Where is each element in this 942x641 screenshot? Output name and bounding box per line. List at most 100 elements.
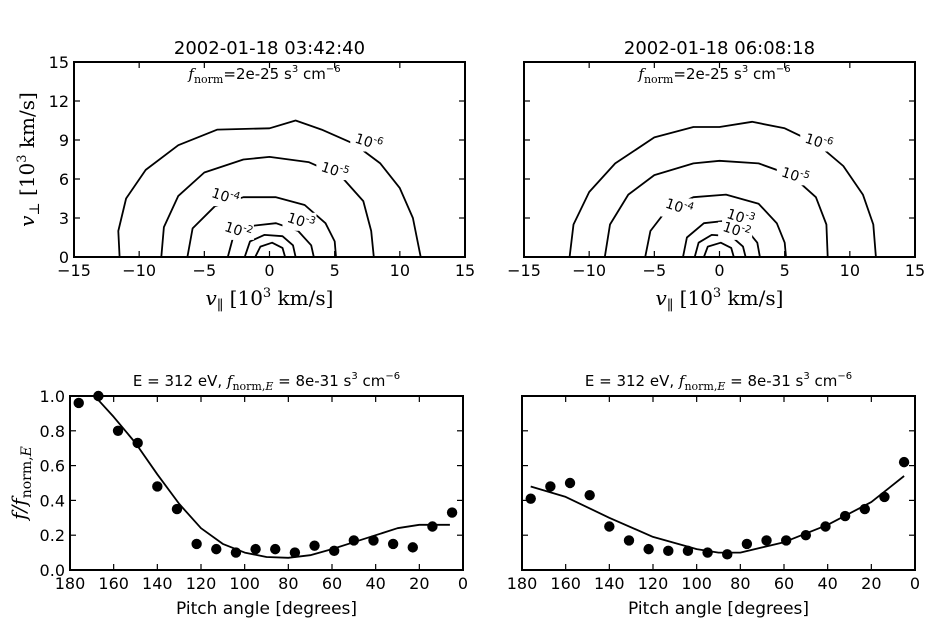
contour-label: 10-5	[319, 157, 351, 183]
contour-line	[160, 155, 375, 258]
chart-title: 2002-01-18 06:08:18	[624, 38, 815, 59]
plot-frame	[73, 61, 466, 258]
x-axis-label: v∥ [103 km/s]	[206, 286, 334, 314]
contour-label: 10-3	[285, 208, 317, 234]
data-point	[171, 503, 183, 515]
x-tick-label: −15	[57, 261, 91, 280]
data-point	[879, 491, 890, 503]
y-tick-label: 0.6	[40, 457, 65, 476]
x-tick-label: 0	[458, 574, 468, 593]
chart-title: 2002-01-18 03:42:40	[174, 38, 365, 59]
data-point	[741, 538, 753, 550]
contour-label-bg	[800, 133, 835, 152]
x-tick-label: 60	[322, 574, 342, 593]
x-tick-label: 0	[910, 574, 920, 593]
data-point	[761, 535, 772, 546]
contour-label: 10-4	[209, 183, 241, 209]
data-point	[289, 547, 301, 558]
contour-line	[243, 233, 297, 258]
x-axis-label: v∥ [103 km/s]	[656, 286, 784, 314]
x-axis-label: Pitch angle [degrees]	[176, 599, 357, 619]
contour-label: 10-2	[222, 217, 254, 243]
contour-line	[117, 119, 422, 258]
data-point	[643, 543, 654, 555]
data-point	[545, 481, 556, 492]
data-point	[270, 543, 281, 555]
y-axis-label: v⊥ [103 km/s]	[15, 92, 43, 227]
data-point	[604, 521, 615, 532]
fit-curve	[95, 397, 450, 559]
contour-line	[644, 193, 787, 258]
data-point	[368, 535, 379, 546]
y-axis-label: f/fnorm,E	[7, 446, 35, 522]
contour-label: 10-3	[725, 204, 757, 230]
x-tick-label: 40	[365, 574, 385, 593]
contour-label-bg	[776, 167, 811, 186]
chart-title: E = 312 eV, fnorm,E = 8e-31 s3 cm−6	[585, 371, 852, 393]
y-tick-label: 12	[49, 92, 69, 111]
data-point	[152, 481, 163, 492]
x-tick-label: 80	[730, 574, 750, 593]
data-point	[191, 538, 202, 550]
data-point	[525, 493, 536, 504]
data-point	[427, 521, 438, 532]
data-point	[564, 477, 576, 489]
x-tick-label: −5	[193, 261, 217, 280]
plot-frame	[69, 395, 464, 571]
y-tick-label: 3	[59, 209, 69, 228]
contour-label-bg	[660, 198, 695, 217]
x-tick-label: −5	[643, 261, 667, 280]
y-tick-label: 0	[59, 248, 69, 267]
x-tick-label: 100	[229, 574, 260, 593]
y-tick-label: 1.0	[40, 387, 65, 406]
x-tick-label: 80	[278, 574, 298, 593]
y-tick-label: 0.4	[40, 491, 65, 510]
y-tick-label: 15	[49, 53, 69, 72]
chart-panel-2: −15 −10 −5 0 5 10 15 2002-01-18 06:08:18 fnorm=2…	[507, 38, 925, 314]
contour-label: 10-2	[721, 217, 753, 243]
data-point	[702, 547, 713, 558]
x-tick-label: 120	[186, 574, 217, 593]
x-tick-label: 20	[409, 574, 429, 593]
x-tick-label: 160	[550, 574, 581, 593]
x-tick-label: 60	[774, 574, 794, 593]
data-point	[898, 456, 910, 468]
x-tick-label: 140	[594, 574, 625, 593]
contour-label-bg	[282, 212, 317, 231]
data-point	[584, 489, 595, 501]
data-point	[663, 545, 674, 557]
data-point	[73, 397, 84, 409]
x-tick-label: 15	[905, 261, 925, 280]
data-point	[623, 535, 635, 546]
x-tick-label: 100	[681, 574, 712, 593]
y-tick-label: 0.8	[40, 422, 65, 441]
plot-frame	[521, 395, 916, 571]
chart-title: E = 312 eV, fnorm,E = 8e-31 s3 cm−6	[133, 371, 400, 393]
x-tick-label: 180	[55, 574, 86, 593]
x-tick-label: 40	[817, 574, 837, 593]
data-point	[387, 538, 399, 550]
y-tick-label: 0.0	[40, 561, 65, 580]
contour-line	[568, 120, 877, 258]
data-point	[722, 549, 733, 560]
x-tick-label: 15	[455, 261, 475, 280]
chart-panel-1: −15 −10 −5 0 5 10 15 0 3 6 9 12 15 2002-01-18 03:42:4…	[15, 38, 475, 314]
x-tick-label: 0	[714, 261, 724, 280]
contour-label: 10-6	[353, 129, 385, 155]
chart-panel-3: 180 160 140 120 100 80 60 40 20 0 0.0 0.2 0.4 0.6 0.8 1…	[7, 371, 468, 619]
contour-label: 10-6	[803, 129, 835, 155]
x-tick-label: 140	[142, 574, 173, 593]
fit-curve	[530, 475, 905, 554]
x-axis-label: Pitch angle [degrees]	[628, 599, 809, 619]
contour-label: 10-5	[779, 163, 811, 189]
contour-label-bg	[316, 162, 351, 181]
y-tick-label: 0.2	[40, 526, 65, 545]
contour-line	[254, 241, 286, 258]
x-tick-label: −10	[572, 261, 606, 280]
fnorm-annotation: fnorm=2e-25 s3 cm−6	[637, 64, 790, 86]
data-point	[93, 390, 104, 402]
x-tick-label: 180	[507, 574, 538, 593]
contour-line	[186, 196, 337, 258]
data-point	[132, 437, 143, 449]
